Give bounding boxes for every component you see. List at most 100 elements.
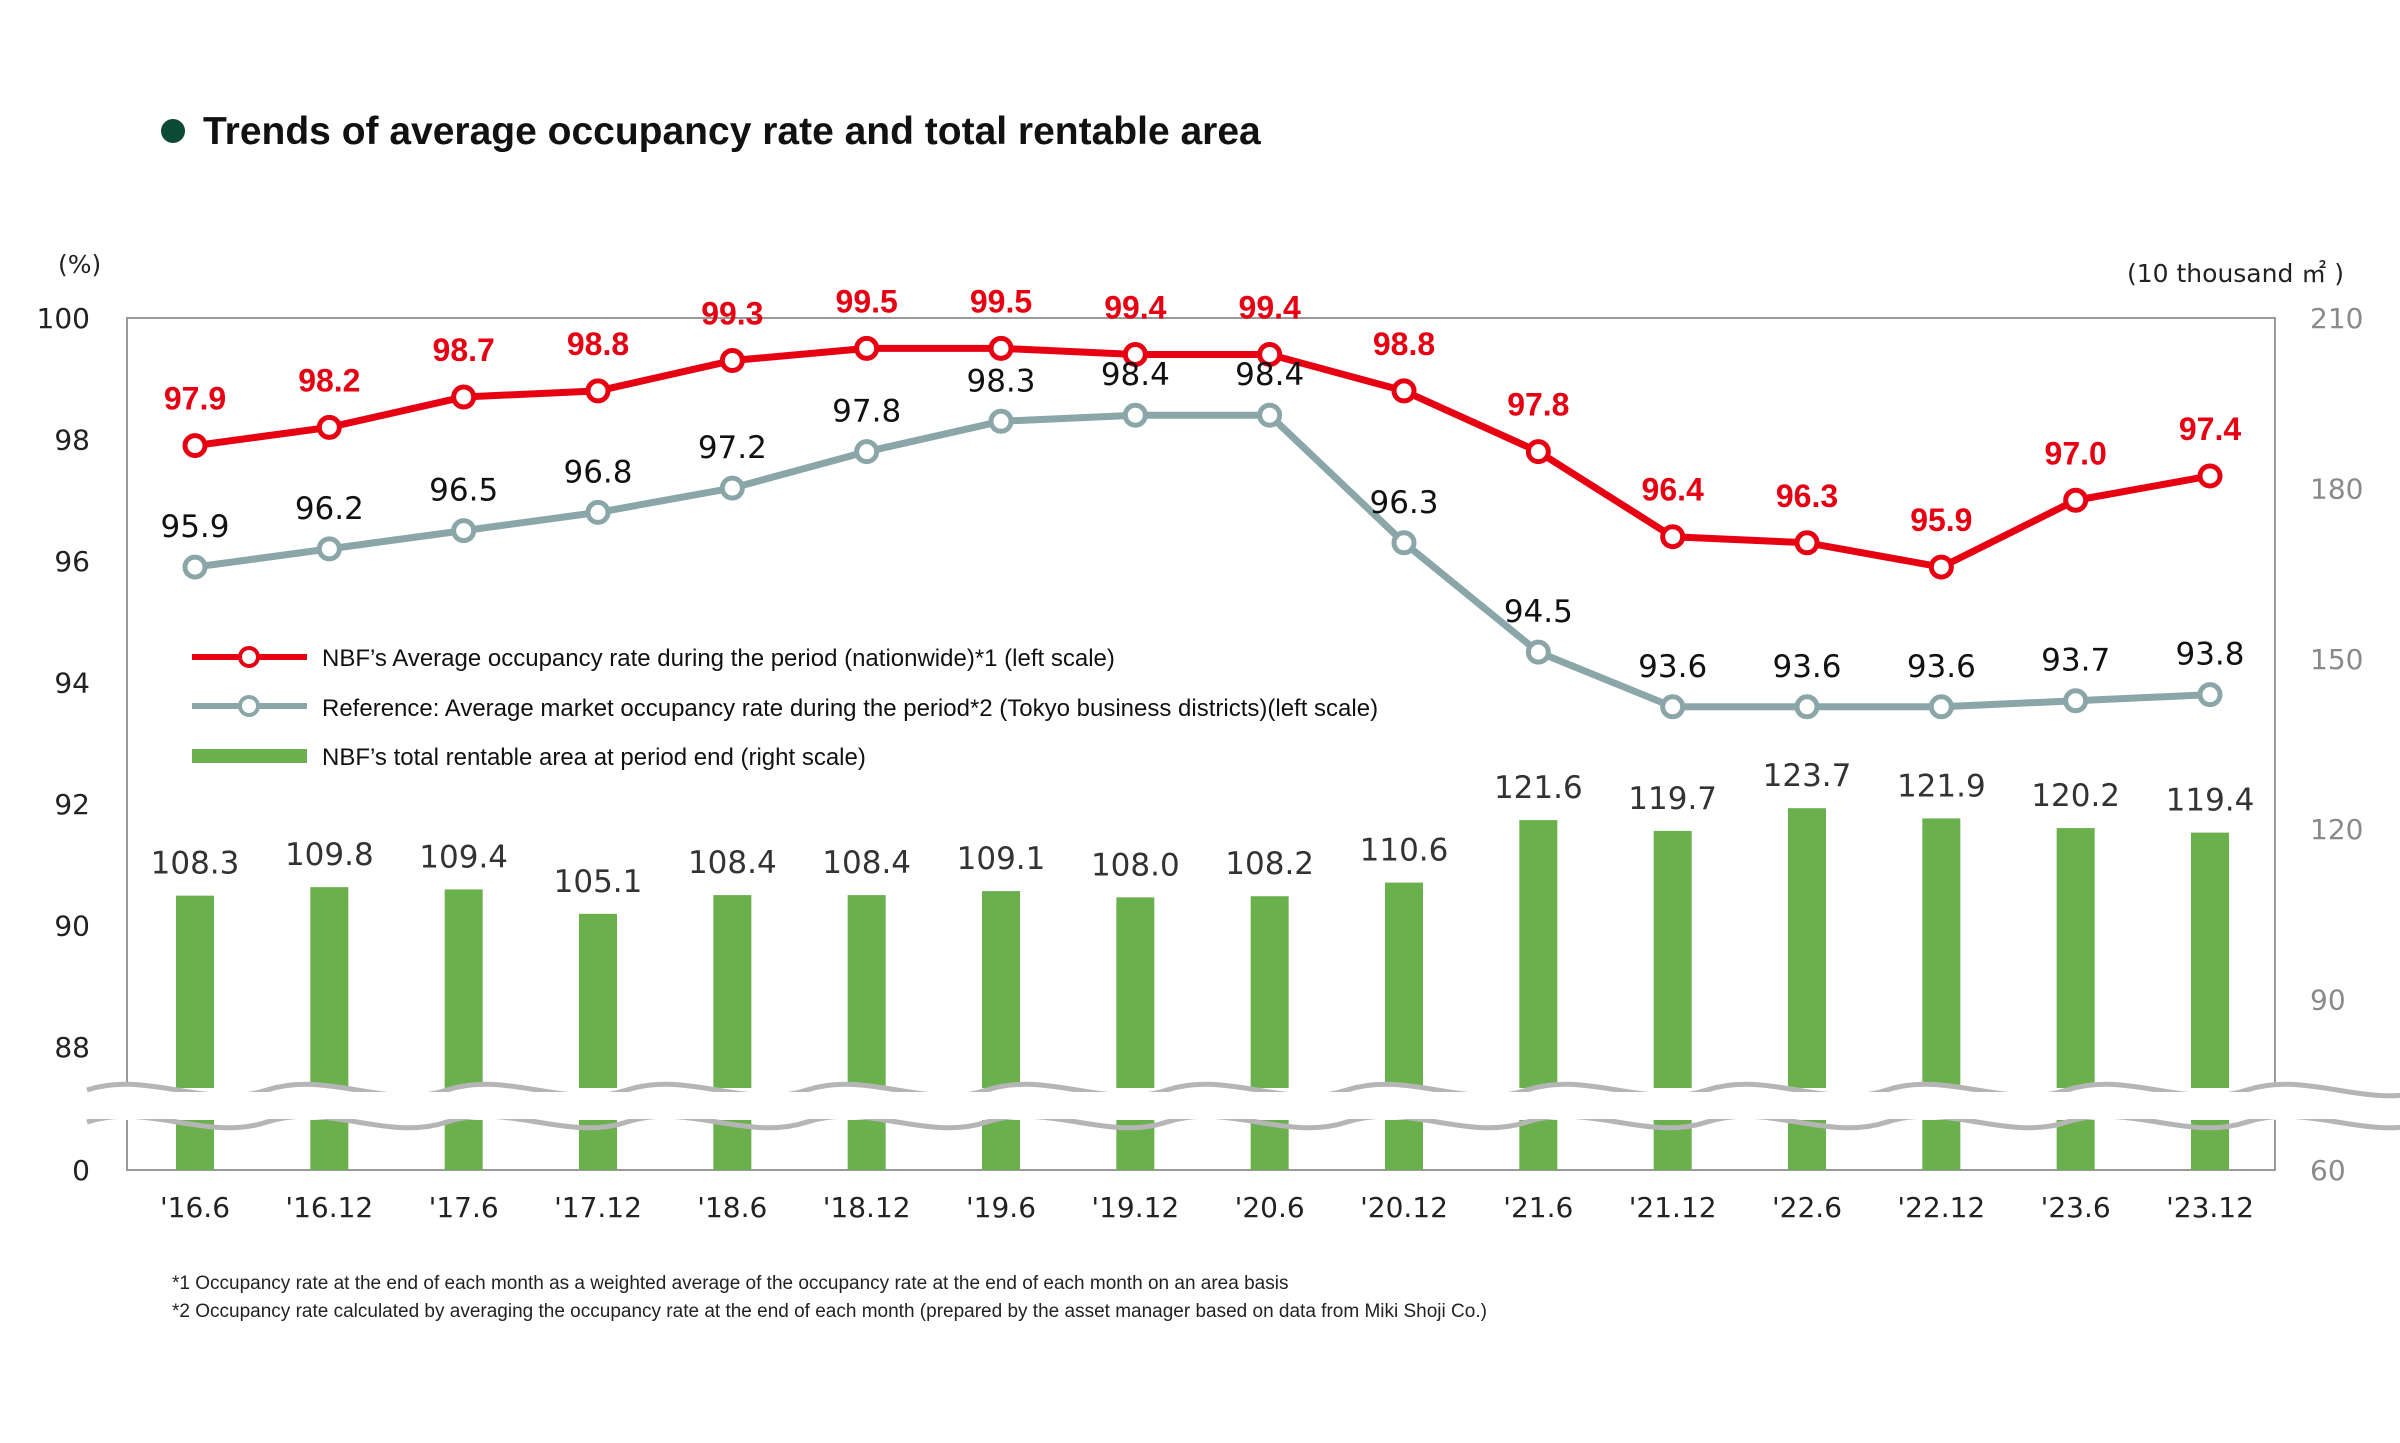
left-axis-unit: (%) <box>58 250 101 279</box>
nbf-value-label: 96.4 <box>1642 472 1704 508</box>
reference-point <box>1391 530 1417 556</box>
x-tick-label: '22.12 <box>1897 1191 1985 1224</box>
left-tick-label: 88 <box>54 1031 90 1064</box>
line-series <box>182 335 2223 720</box>
reference-point <box>1660 694 1686 720</box>
left-tick-label: 100 <box>37 302 90 335</box>
right-tick-label: 150 <box>2310 643 2363 676</box>
bar-value-label: 119.7 <box>1628 781 1717 817</box>
right-tick-label: 90 <box>2310 984 2346 1017</box>
legend-red-marker <box>192 646 307 668</box>
bar-value-label: 119.4 <box>2166 783 2255 819</box>
nbf-point <box>1391 378 1417 404</box>
left-tick-label: 90 <box>54 910 90 943</box>
bar-value-label: 120.2 <box>2031 778 2120 814</box>
reference-value-label: 97.2 <box>698 430 767 466</box>
reference-point <box>988 408 1014 434</box>
bar-value-label: 123.7 <box>1763 758 1852 794</box>
bar-value-label: 109.8 <box>285 837 374 873</box>
reference-point <box>451 518 477 544</box>
axis-break <box>86 1081 2400 1131</box>
nbf-line <box>194 344 2211 571</box>
bar-value-label: 121.9 <box>1897 768 1986 804</box>
reference-point <box>719 475 745 501</box>
nbf-value-label: 99.5 <box>970 283 1032 319</box>
right-tick-label: 180 <box>2310 472 2363 505</box>
legend: NBF’s Average occupancy rate during the … <box>192 645 1378 771</box>
x-tick-label: '17.6 <box>429 1191 499 1224</box>
legend-bar-marker <box>192 749 307 763</box>
reference-line <box>194 411 2211 711</box>
nbf-point <box>1660 524 1686 550</box>
nbf-value-label: 97.8 <box>1507 387 1569 423</box>
nbf-value-label: 98.2 <box>298 362 360 398</box>
reference-value-label: 98.4 <box>1235 357 1304 393</box>
bar <box>1385 882 1423 1170</box>
legend-red-point <box>238 646 260 668</box>
left-tick-label: 0 <box>72 1154 90 1187</box>
reference-value-label: 96.5 <box>429 473 498 509</box>
nbf-value-label: 97.4 <box>2179 411 2241 447</box>
bar <box>713 895 752 1170</box>
footnote-2: *2 Occupancy rate calculated by averagin… <box>172 1301 1487 1322</box>
bar <box>579 913 617 1170</box>
x-tick-label: '19.6 <box>966 1191 1036 1224</box>
x-tick-label: '20.12 <box>1360 1191 1448 1224</box>
nbf-point <box>182 433 208 459</box>
bar <box>847 895 886 1170</box>
nbf-value-label: 95.9 <box>1910 502 1972 538</box>
reference-point <box>2197 682 2223 708</box>
reference-value-label: 93.6 <box>1907 649 1976 685</box>
x-tick-label: '19.12 <box>1091 1191 1179 1224</box>
legend-bar-label: NBF’s total rentable area at period end … <box>322 744 866 771</box>
reference-value-label: 96.3 <box>1369 485 1438 521</box>
x-tick-label: '21.6 <box>1503 1191 1573 1224</box>
nbf-point <box>451 384 477 410</box>
nbf-point <box>1122 341 1148 367</box>
reference-value-label: 95.9 <box>160 509 229 545</box>
axis-ticks: 100 98 96 94 92 90 88 0 210 180 150 120 90 60 '16.6 '16… <box>37 302 2364 1224</box>
nbf-value-label: 99.3 <box>701 296 763 332</box>
x-tick-label: '18.6 <box>697 1191 767 1224</box>
reference-value-label: 93.6 <box>1638 649 1707 685</box>
reference-point <box>316 536 342 562</box>
nbf-point <box>316 414 342 440</box>
plot-border <box>126 317 2276 1171</box>
x-tick-label: '16.12 <box>285 1191 373 1224</box>
reference-value-label: 97.8 <box>832 394 901 430</box>
legend-gray-point <box>238 695 260 717</box>
nbf-value-label: 99.5 <box>836 283 898 319</box>
x-tick-label: '17.12 <box>554 1191 642 1224</box>
break-fill <box>87 1092 2335 1119</box>
x-tick-label: '22.6 <box>1772 1191 1842 1224</box>
nbf-point <box>1257 341 1283 367</box>
right-tick-label: 120 <box>2310 813 2363 846</box>
bar <box>310 887 349 1170</box>
nbf-point <box>585 378 611 404</box>
bar <box>1250 896 1289 1170</box>
right-tick-label: 210 <box>2310 302 2363 335</box>
nbf-value-label: 99.4 <box>1239 289 1301 325</box>
bar <box>444 889 483 1170</box>
nbf-point <box>2197 463 2223 489</box>
bar-value-label: 121.6 <box>1494 770 1583 806</box>
plot-frame <box>126 317 2276 1171</box>
bar-value-label: 105.1 <box>554 864 643 900</box>
reference-value-label: 96.2 <box>295 491 364 527</box>
chart-title: Trends of average occupancy rate and tot… <box>203 110 1261 153</box>
nbf-point <box>719 348 745 374</box>
bar <box>982 891 1020 1170</box>
reference-value-label: 93.8 <box>2175 637 2244 673</box>
reference-point <box>1525 639 1551 665</box>
bar-value-label: 108.2 <box>1225 846 1314 882</box>
left-tick-label: 92 <box>54 788 90 821</box>
nbf-value-label: 97.9 <box>164 381 226 417</box>
x-tick-label: '16.6 <box>160 1191 230 1224</box>
reference-point <box>1257 402 1283 428</box>
reference-point <box>1122 402 1148 428</box>
left-tick-label: 94 <box>54 667 90 700</box>
reference-value-label: 98.4 <box>1101 357 1170 393</box>
reference-point <box>854 439 880 465</box>
reference-point <box>585 499 611 525</box>
nbf-value-label: 98.8 <box>567 326 629 362</box>
